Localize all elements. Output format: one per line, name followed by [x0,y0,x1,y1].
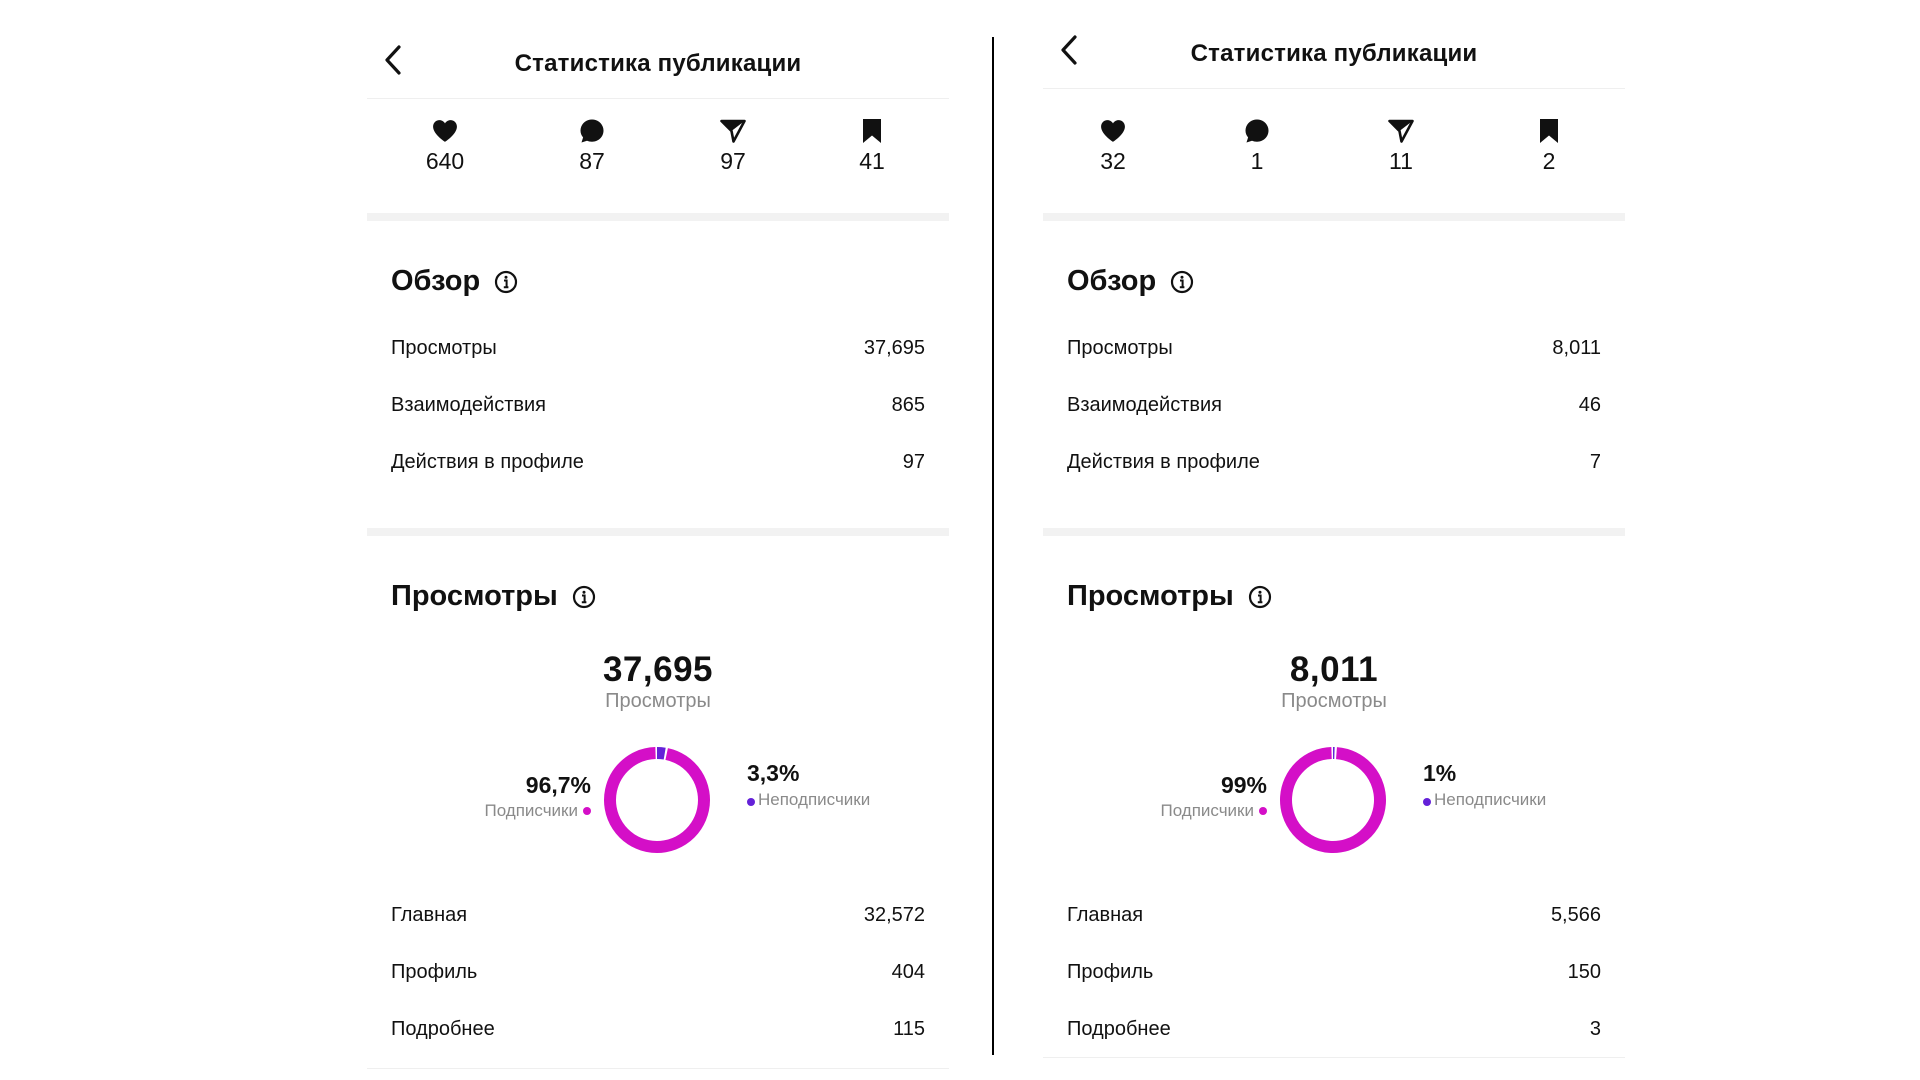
bottom-divider [1043,1057,1625,1058]
chevron-left-icon [1061,35,1077,65]
non-followers-dot [1423,798,1431,806]
section-separator [1043,528,1625,536]
section-separator [367,528,949,536]
views-title-text: Просмотры [391,580,558,612]
engagement-metrics: 32 1 11 2 [1043,108,1625,218]
header: Статистика публикации [367,30,949,99]
info-icon[interactable] [1170,270,1194,294]
bottom-divider [367,1068,949,1069]
overview-title-text: Обзор [1067,265,1157,297]
views-row-home: Главная 5,566 [1067,904,1601,926]
overview-row-profile-actions: Действия в профиле 7 [1067,451,1601,473]
info-icon[interactable] [572,585,596,609]
views-total: 37,695 Просмотры [367,650,949,713]
non-followers-percent: 3,3% [747,760,800,786]
header: Статистика публикации [1043,20,1625,89]
share-icon [720,119,746,143]
followers-label: Подписчики [484,801,578,820]
heart-icon [1101,120,1125,142]
views-row-home: Главная 32,572 [391,904,925,926]
views-row-profile: Профиль 150 [1067,961,1601,983]
views-row-more: Подробнее 3 [1067,1018,1601,1040]
comments-count: 87 [579,148,605,174]
likes-metric[interactable]: 32 [1053,116,1173,175]
views-total-label: Просмотры [605,690,711,712]
followers-legend: 99% Подписчики [1160,772,1267,821]
bookmark-icon [863,119,881,143]
views-title-text: Просмотры [1067,580,1234,612]
views-donut-chart [1275,742,1391,858]
info-icon[interactable] [494,270,518,294]
comments-metric[interactable]: 87 [532,116,652,175]
non-followers-label: Неподписчики [758,790,871,809]
bookmark-icon [1540,119,1558,143]
overview-title: Обзор [1067,265,1194,298]
page-title: Статистика публикации [1190,40,1478,67]
share-icon [1388,119,1414,143]
comment-icon [1245,119,1269,143]
views-donut-chart [599,742,715,858]
engagement-metrics: 640 87 97 41 [367,108,949,218]
followers-percent: 96,7% [525,772,591,798]
likes-count: 32 [1100,148,1126,174]
info-icon[interactable] [1248,585,1272,609]
post-insights-panel-right: Статистика публикации 32 1 11 2 Обзор Пр… [1043,0,1625,1080]
non-followers-label: Неподписчики [1434,790,1547,809]
likes-count: 640 [425,148,465,174]
followers-dot [583,807,591,815]
comments-metric[interactable]: 1 [1197,116,1317,175]
shares-metric[interactable]: 11 [1341,116,1461,175]
views-title: Просмотры [391,580,596,613]
followers-label: Подписчики [1160,801,1254,820]
donut-segment-followers [1280,747,1386,853]
views-total-value: 8,011 [1289,650,1379,689]
likes-metric[interactable]: 640 [385,116,505,175]
followers-percent: 99% [1220,772,1267,798]
overview-row-interactions: Взаимодействия 46 [1067,394,1601,416]
views-row-profile: Профиль 404 [391,961,925,983]
heart-icon [433,120,457,142]
shares-count: 97 [720,148,746,174]
non-followers-legend: 1% Неподписчики [1423,760,1563,809]
section-separator [367,213,949,221]
chevron-left-icon [385,45,401,75]
followers-dot [1259,807,1267,815]
views-total: 8,011 Просмотры [1043,650,1625,713]
post-insights-panel-left: Статистика публикации 640 87 97 41 Обзор… [367,0,949,1080]
non-followers-dot [747,798,755,806]
donut-segment-followers [604,747,710,853]
saves-count: 2 [1542,148,1556,174]
saves-metric[interactable]: 41 [812,116,932,175]
comment-icon [580,119,604,143]
saves-metric[interactable]: 2 [1489,116,1609,175]
comments-count: 1 [1250,148,1264,174]
views-total-value: 37,695 [602,650,714,689]
followers-legend: 96,7% Подписчики [484,772,591,821]
views-row-more: Подробнее 115 [391,1018,925,1040]
shares-count: 11 [1389,148,1413,174]
page-title: Статистика публикации [514,50,802,77]
shares-metric[interactable]: 97 [673,116,793,175]
non-followers-legend: 3,3% Неподписчики [747,760,887,809]
back-button[interactable] [375,38,411,82]
overview-row-interactions: Взаимодействия 865 [391,394,925,416]
back-button[interactable] [1051,28,1087,72]
views-title: Просмотры [1067,580,1272,613]
views-total-label: Просмотры [1281,690,1387,712]
non-followers-percent: 1% [1423,760,1457,786]
overview-row-profile-actions: Действия в профиле 97 [391,451,925,473]
overview-title: Обзор [391,265,518,298]
saves-count: 41 [859,148,885,174]
panel-divider [992,37,994,1055]
overview-row-views: Просмотры 37,695 [391,337,925,359]
donut-segment-non-followers [1280,747,1386,853]
section-separator [1043,213,1625,221]
overview-title-text: Обзор [391,265,481,297]
overview-row-views: Просмотры 8,011 [1067,337,1601,359]
donut-segment-non-followers [604,747,710,853]
